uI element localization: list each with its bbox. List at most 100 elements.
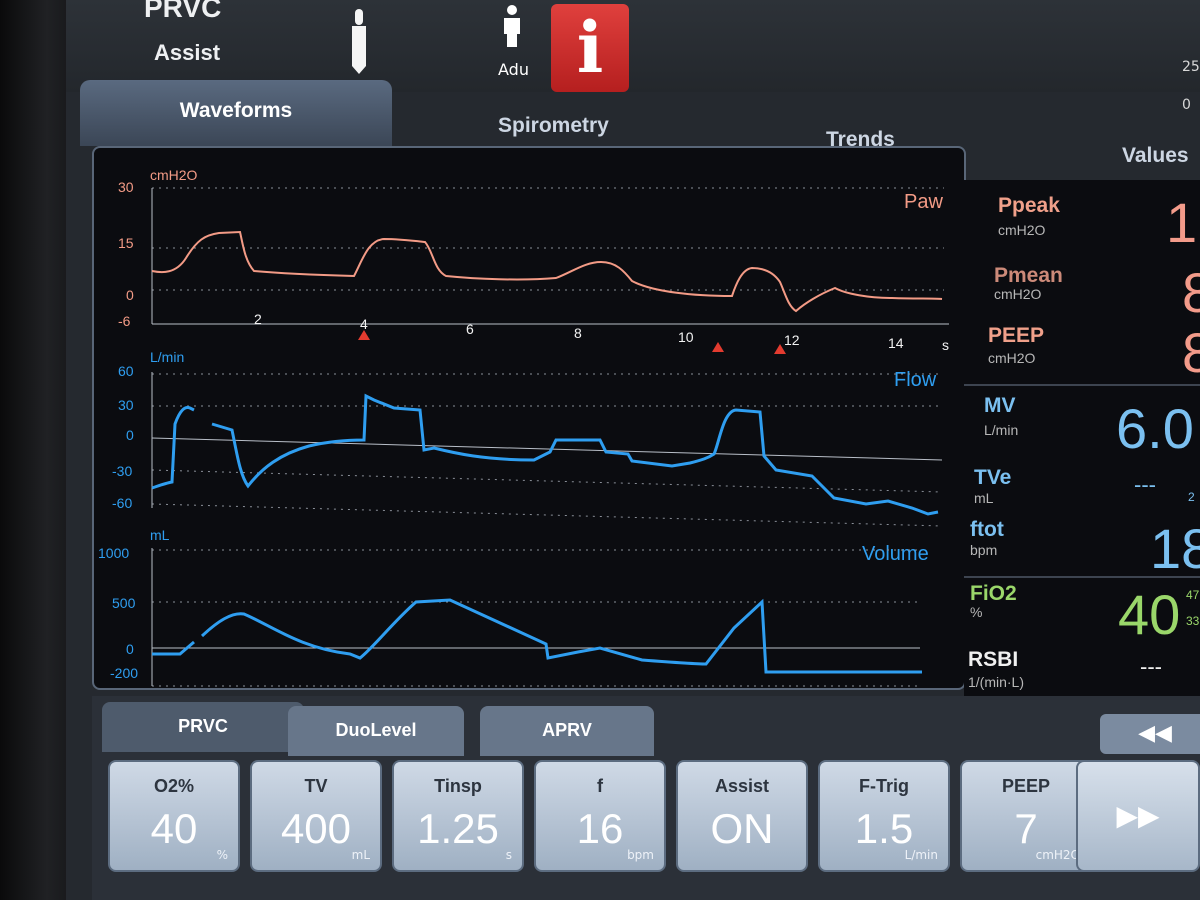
time-tick-8: 8: [574, 325, 582, 341]
fio2-unit: %: [970, 604, 983, 620]
time-unit: s: [942, 337, 949, 353]
flow-gridline-neg60: [151, 503, 943, 527]
time-tick-12: 12: [784, 332, 800, 348]
setting-f[interactable]: f 16 bpm: [534, 760, 666, 872]
paw-unit: cmH2O: [150, 167, 198, 183]
setting-assist-value: ON: [710, 805, 774, 852]
ppeak-value: 1: [1166, 191, 1198, 254]
time-tick-14: 14: [888, 335, 904, 351]
waveforms-svg: cmH2O Paw 30 15 0 -6 2 4 6: [98, 167, 949, 687]
peep-label: PEEP: [988, 324, 1045, 347]
paw-tick-neg6: -6: [118, 313, 131, 329]
info-button[interactable]: i: [551, 4, 629, 92]
mv-label: MV: [984, 394, 1016, 417]
flow-zero-line: [151, 437, 943, 461]
peep-value: 8: [1182, 321, 1200, 384]
setting-peep-value: 7: [1014, 805, 1038, 852]
setting-tinsp[interactable]: Tinsp 1.25 s: [392, 760, 524, 872]
setting-tinsp-unit: s: [505, 848, 512, 862]
setting-f-trig[interactable]: F-Trig 1.5 L/min: [818, 760, 950, 872]
separator-1: [964, 384, 1200, 386]
flow-gridline-neg30: [151, 469, 943, 493]
paw-label: Paw: [904, 191, 943, 213]
setting-o2-unit: %: [216, 848, 228, 862]
volume-tick-500: 500: [112, 595, 136, 611]
mode-tab-prvc[interactable]: PRVC: [102, 702, 304, 752]
tab-spirometry[interactable]: Spirometry: [498, 114, 609, 137]
setting-o2-value: 40: [150, 805, 198, 852]
ppeak-label: Ppeak: [998, 194, 1060, 217]
ftot-label: ftot: [970, 518, 1004, 541]
mode-title: PRVC: [144, 0, 222, 23]
setting-peep-unit: cmH2O: [1035, 848, 1080, 862]
time-tick-2: 2: [254, 311, 262, 327]
corner-bottom: 0: [1182, 97, 1191, 113]
tve-label: TVe: [974, 466, 1012, 489]
setting-assist[interactable]: Assist ON: [676, 760, 808, 872]
mode-tab-aprv[interactable]: APRV: [480, 706, 654, 756]
ftot-value: 18: [1150, 517, 1200, 580]
separator-2: [964, 576, 1200, 578]
pmean-value: 8: [1182, 261, 1200, 324]
setting-assist-label: Assist: [714, 776, 770, 796]
rsbi-unit: 1/(min·L): [968, 674, 1025, 690]
waveform-panel: cmH2O Paw 30 15 0 -6 2 4 6: [92, 146, 966, 690]
setting-peep[interactable]: PEEP 7 cmH2O: [960, 760, 1092, 872]
setting-f-trig-value: 1.5: [854, 805, 914, 852]
values-panel: Ppeak cmH2O 1 Pmean cmH2O 8 PEEP cmH2O 8…: [964, 180, 1200, 700]
setting-tv-label: TV: [304, 776, 328, 796]
mode-tab-duolevel[interactable]: DuoLevel: [288, 706, 464, 756]
setting-tv[interactable]: TV 400 mL: [250, 760, 382, 872]
volume-trace: [152, 598, 922, 674]
volume-label: Volume: [862, 543, 929, 565]
corner-readout: 25 0: [1182, 48, 1200, 124]
volume-tick-1000: 1000: [98, 545, 129, 561]
flow-trace: [151, 393, 939, 516]
back-button[interactable]: ◀◀: [1100, 714, 1200, 754]
flow-tick-0: 0: [126, 427, 134, 443]
ftot-unit: bpm: [970, 542, 998, 558]
corner-top: 25: [1182, 59, 1200, 75]
volume-tick-0: 0: [126, 641, 134, 657]
volume-tick-neg200: -200: [110, 665, 138, 681]
pmean-label: Pmean: [994, 264, 1063, 287]
tve-unit: mL: [974, 490, 994, 506]
forward-button[interactable]: ▶▶: [1076, 760, 1200, 872]
tab-trends[interactable]: Trends: [826, 128, 895, 151]
mv-unit: L/min: [984, 422, 1019, 438]
setting-tv-unit: mL: [351, 848, 370, 862]
flow-tick-neg60: -60: [112, 495, 132, 511]
fio2-label: FiO2: [970, 582, 1017, 605]
trigger-marker-3: [774, 344, 786, 354]
paw-tick-30: 30: [118, 179, 134, 195]
tab-values[interactable]: Values: [1122, 144, 1189, 167]
screen: PRVC Assist Adu i 25 0 Waveforms Spirome…: [66, 0, 1200, 900]
top-bar: PRVC Assist Adu i 25 0: [66, 0, 1200, 113]
setting-f-label: f: [597, 776, 603, 796]
flow-unit: L/min: [150, 349, 184, 365]
flow-tick-neg30: -30: [112, 463, 132, 479]
paw-tick-15: 15: [118, 235, 134, 251]
trigger-marker-2: [712, 342, 724, 352]
tab-waveforms[interactable]: Waveforms: [80, 80, 392, 146]
time-tick-4: 4: [360, 316, 368, 332]
flow-tick-60: 60: [118, 363, 134, 379]
setting-o2-label: O2%: [153, 776, 195, 796]
tve-subvalue: 2: [1188, 490, 1195, 504]
setting-o2[interactable]: O2% 40 %: [108, 760, 240, 872]
peep-unit: cmH2O: [988, 350, 1036, 366]
setting-peep-label: PEEP: [1001, 776, 1051, 796]
mode-subtitle: Assist: [154, 40, 221, 65]
ppeak-unit: cmH2O: [998, 222, 1046, 238]
pmean-unit: cmH2O: [994, 286, 1042, 302]
setting-f-value: 16: [576, 805, 624, 852]
time-tick-6: 6: [466, 321, 474, 337]
adult-person-icon: [504, 5, 520, 47]
setting-tinsp-label: Tinsp: [434, 776, 482, 796]
volume-unit: mL: [150, 527, 170, 543]
setting-f-trig-unit: L/min: [904, 848, 938, 862]
tve-value: ---: [1134, 472, 1156, 497]
setting-tv-value: 400: [280, 805, 352, 852]
flow-tick-30: 30: [118, 397, 134, 413]
